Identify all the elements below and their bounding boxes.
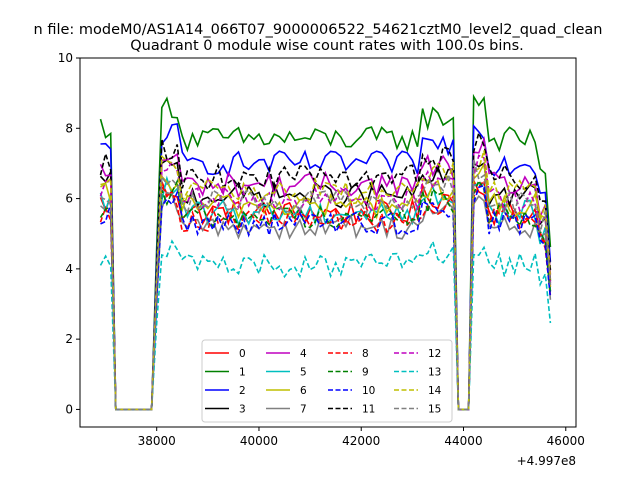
series-line-6: [100, 161, 552, 411]
axes-frame: [79, 57, 577, 428]
y-tick-label: 10: [58, 51, 73, 65]
series-line-15: [100, 159, 552, 411]
legend-label-1: 1: [239, 367, 246, 379]
chart-title: Quadrant 0 module wise count rates with …: [130, 38, 524, 54]
legend-label-6: 6: [300, 385, 307, 397]
x-offset-label: +4.997e8: [517, 454, 576, 468]
legend-label-13: 13: [428, 367, 441, 379]
legend-label-0: 0: [239, 348, 246, 360]
y-tick-label: 0: [65, 402, 73, 416]
legend-label-7: 7: [300, 404, 307, 416]
legend-label-2: 2: [239, 385, 246, 397]
x-tick-label: 40000: [240, 434, 278, 448]
figure-suptitle: n file: modeM0/AS1A14_066T07_9000006522_…: [34, 22, 603, 38]
y-tick-label: 8: [65, 121, 73, 135]
y-tick-label: 2: [65, 332, 73, 346]
y-tick-label: 4: [65, 262, 73, 276]
legend-label-10: 10: [362, 385, 375, 397]
x-tick-label: 44000: [444, 434, 482, 448]
series-layer: [99, 93, 552, 411]
x-tick-label: 38000: [138, 434, 176, 448]
series-line-2: [100, 122, 552, 411]
series-line-5: [99, 175, 552, 411]
y-tick-label: 6: [65, 192, 73, 206]
legend-label-15: 15: [428, 404, 441, 416]
legend-label-5: 5: [300, 367, 307, 379]
legend-box: [201, 339, 453, 423]
legend-label-3: 3: [239, 404, 246, 416]
series-line-4: [99, 135, 552, 411]
x-tick-label: 42000: [342, 434, 380, 448]
series-line-11: [99, 130, 552, 411]
series-line-7: [99, 191, 552, 411]
series-line-9: [99, 178, 552, 411]
series-line-10: [100, 184, 552, 411]
legend-label-12: 12: [428, 348, 441, 360]
legend-label-8: 8: [362, 348, 369, 360]
series-line-13: [99, 239, 552, 411]
legend-label-14: 14: [428, 385, 442, 397]
x-tick-label: 46000: [547, 434, 585, 448]
legend-label-11: 11: [362, 404, 375, 416]
series-line-14: [100, 150, 552, 411]
legend-label-4: 4: [300, 348, 307, 360]
series-line-1: [99, 93, 552, 411]
legend-label-9: 9: [362, 367, 369, 379]
